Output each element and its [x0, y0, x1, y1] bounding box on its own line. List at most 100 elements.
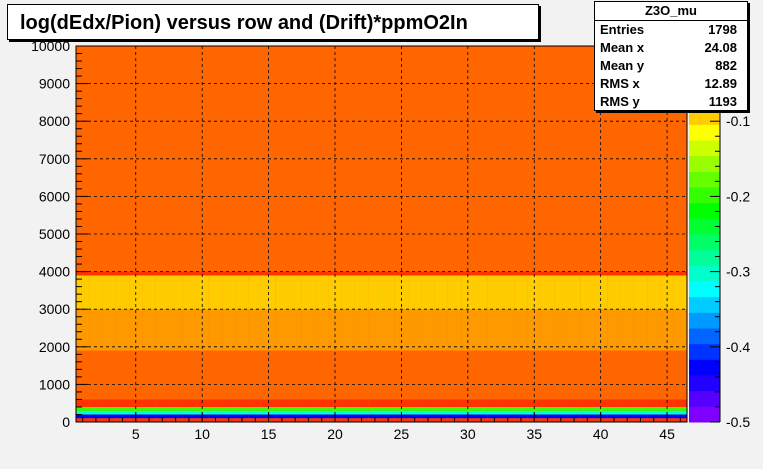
heatmap-cell: [275, 399, 289, 407]
heatmap-cell: [660, 399, 674, 407]
stats-name: Z3O_mu: [595, 2, 747, 21]
heatmap-cell: [288, 271, 302, 276]
heatmap-cell: [647, 410, 661, 415]
colorbar-tick-label: -0.2: [726, 188, 750, 204]
y-tick-label: 3000: [39, 301, 70, 317]
heatmap-cell: [620, 275, 634, 310]
heatmap-cell: [474, 414, 488, 419]
heatmap-cell: [129, 350, 143, 400]
heatmap-cell: [554, 350, 568, 400]
colorbar-cell: [689, 312, 720, 329]
heatmap-cell: [275, 271, 289, 276]
heatmap-cell: [208, 271, 223, 276]
heatmap-cell: [447, 399, 462, 407]
heatmap-cell: [408, 406, 422, 411]
heatmap-cell: [394, 271, 409, 276]
heatmap-cell: [434, 406, 448, 411]
heatmap-cell: [222, 414, 236, 419]
heatmap-cell: [115, 46, 130, 272]
heatmap-cell: [182, 275, 196, 310]
heatmap-cell: [673, 275, 687, 310]
heatmap-cell: [354, 406, 369, 411]
heatmap-cell: [580, 271, 595, 276]
heatmap-cell: [527, 399, 541, 407]
heatmap-cell: [235, 275, 249, 310]
heatmap-cell: [115, 350, 130, 400]
heatmap-cell: [288, 406, 302, 411]
heatmap-cell: [567, 309, 581, 351]
heatmap-cell: [434, 414, 448, 419]
stat-value: 24.08: [704, 40, 737, 55]
heatmap-cell: [594, 399, 608, 407]
heatmap-cell: [673, 309, 687, 351]
colorbar-tick-label: -0.3: [726, 264, 750, 280]
heatmap-cell: [301, 46, 316, 272]
heatmap-cell: [647, 414, 661, 419]
heatmap-cell: [248, 46, 262, 272]
heatmap-cell: [142, 275, 156, 310]
heatmap-cell: [315, 46, 329, 272]
heatmap-cell: [208, 275, 223, 310]
heatmap-cell: [142, 309, 156, 351]
heatmap-cell: [580, 414, 595, 419]
heatmap-cell: [315, 275, 329, 310]
heatmap-cell: [301, 309, 316, 351]
heatmap-cell: [408, 399, 422, 407]
heatmap-cell: [567, 414, 581, 419]
heatmap-cell: [447, 309, 462, 351]
heatmap-cell: [315, 399, 329, 407]
x-tick-label: 40: [593, 426, 609, 442]
heatmap-cell: [208, 399, 223, 407]
heatmap-cell: [222, 275, 236, 310]
stat-row-entries: Entries 1798: [595, 21, 747, 39]
heatmap-cell: [182, 414, 196, 419]
heatmap-cell: [248, 414, 262, 419]
heatmap-cell: [76, 406, 90, 411]
heatmap-cell: [607, 271, 621, 276]
heatmap-cell: [315, 309, 329, 351]
y-tick-label: 0: [62, 414, 70, 430]
heatmap-cell: [168, 309, 183, 351]
stat-row-mean-y: Mean y 882: [595, 57, 747, 75]
heatmap-cell: [487, 271, 502, 276]
colorbar-cell: [689, 406, 720, 423]
heatmap-cell: [381, 406, 395, 411]
heatmap-cell: [408, 410, 422, 415]
heatmap-cell: [567, 275, 581, 310]
heatmap-cell: [434, 350, 448, 400]
heatmap-cell: [195, 399, 209, 407]
heatmap-cell: [76, 309, 90, 351]
heatmap-cell: [647, 406, 661, 411]
colorbar-cell: [689, 390, 720, 407]
heatmap-cell: [447, 350, 462, 400]
heatmap-cell: [647, 271, 661, 276]
heatmap-cell: [474, 309, 488, 351]
colorbar-cell: [689, 296, 720, 313]
heatmap-cell: [208, 309, 223, 351]
heatmap-cell: [248, 399, 262, 407]
heatmap-cell: [102, 271, 116, 276]
heatmap-cell: [381, 271, 395, 276]
stat-label: Entries: [600, 22, 645, 37]
colorbar-cell: [689, 171, 720, 188]
heatmap-cell: [129, 271, 143, 276]
heatmap-cell: [115, 309, 130, 351]
x-tick-label: 30: [460, 426, 476, 442]
heatmap-cell: [182, 406, 196, 411]
heatmap-cell: [102, 46, 116, 272]
x-tick-label: 25: [394, 426, 410, 442]
heatmap-cell: [354, 46, 369, 272]
heatmap-cell: [421, 410, 435, 415]
heatmap-cell: [394, 350, 409, 400]
heatmap-cell: [182, 410, 196, 415]
heatmap-cell: [474, 350, 488, 400]
heatmap-cell: [301, 350, 316, 400]
heatmap-cell: [235, 46, 249, 272]
heatmap-cell: [394, 399, 409, 407]
colorbar-tick-label: -0.5: [726, 414, 750, 430]
colorbar-cell: [689, 155, 720, 172]
heatmap-cell: [527, 271, 541, 276]
chart-title: log(dEdx/Pion) versus row and (Drift)*pp…: [7, 4, 539, 40]
heatmap-cell: [235, 414, 249, 419]
heatmap-cell: [102, 399, 116, 407]
